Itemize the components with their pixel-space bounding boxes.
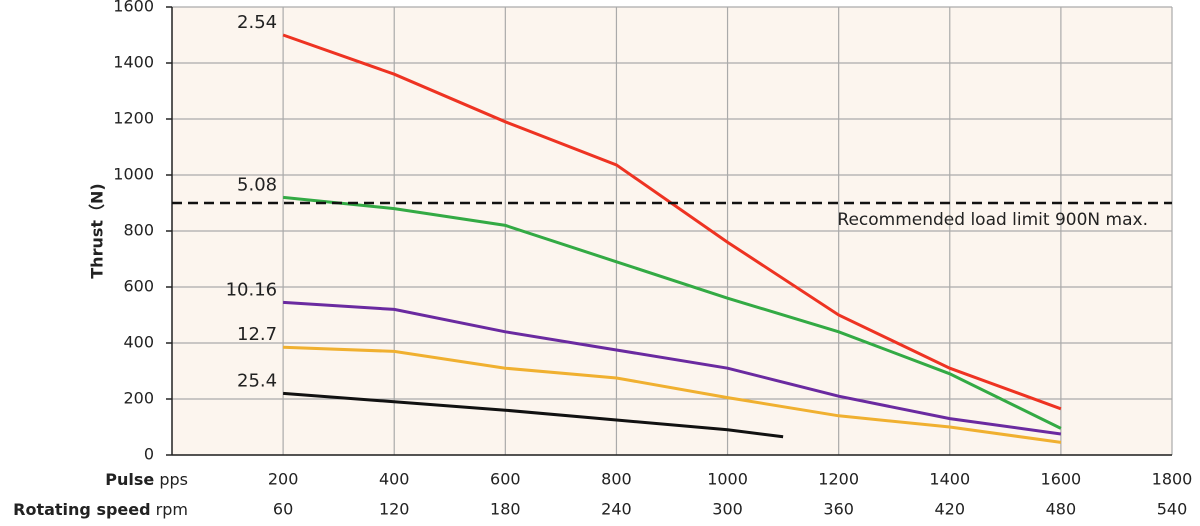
y-tick-label: 1400 — [113, 53, 154, 72]
x2-tick-label: 60 — [273, 500, 293, 519]
x-tick-label: 1200 — [818, 470, 859, 489]
y-tick-label: 0 — [144, 445, 154, 464]
x-tick-label: 400 — [379, 470, 410, 489]
series-line — [283, 300, 1062, 436]
reference-label: Recommended load limit 900N max. — [837, 210, 1148, 230]
series-label: 5.08 — [237, 174, 277, 195]
x-tick-label: 600 — [490, 470, 521, 489]
x-axis-name: Pulse — [105, 470, 154, 489]
x-tick-label: 200 — [268, 470, 299, 489]
x2-tick-label: 120 — [379, 500, 410, 519]
y-tick-label: 800 — [123, 221, 154, 240]
x2-tick-label: 180 — [490, 500, 521, 519]
y-axis-label: Thrust（N) — [88, 183, 107, 278]
x2-axis-name: Rotating speed — [13, 500, 150, 519]
y-tick-label: 1000 — [113, 165, 154, 184]
series-label: 25.4 — [237, 370, 277, 391]
series-label: 12.7 — [237, 324, 277, 345]
series-label: 10.16 — [226, 279, 278, 300]
x2-axis-unit: rpm — [156, 500, 188, 519]
x-tick-label: 1800 — [1152, 470, 1193, 489]
y-tick-label: 1600 — [113, 0, 154, 16]
x2-tick-label: 420 — [935, 500, 966, 519]
y-tick-label: 200 — [123, 389, 154, 408]
x-tick-label: 1600 — [1041, 470, 1082, 489]
x2-tick-label: 480 — [1046, 500, 1077, 519]
x-tick-label: 1400 — [929, 470, 970, 489]
series-line — [283, 345, 1062, 444]
x2-tick-label: 300 — [712, 500, 743, 519]
y-tick-label: 600 — [123, 277, 154, 296]
x2-tick-label: 540 — [1157, 500, 1188, 519]
x-axis-unit: pps — [159, 470, 188, 489]
x-tick-label: 1000 — [707, 470, 748, 489]
y-tick-label: 1200 — [113, 109, 154, 128]
x2-axis-label: Rotating speed rpm — [13, 500, 188, 519]
x-axis-label: Pulse pps — [105, 470, 188, 489]
x2-tick-label: 240 — [601, 500, 632, 519]
x-tick-label: 800 — [601, 470, 632, 489]
series-line — [282, 195, 1062, 430]
y-tick-label: 400 — [123, 333, 154, 352]
x2-tick-label: 360 — [823, 500, 854, 519]
series-line — [282, 391, 784, 439]
series-label: 2.54 — [237, 12, 277, 33]
